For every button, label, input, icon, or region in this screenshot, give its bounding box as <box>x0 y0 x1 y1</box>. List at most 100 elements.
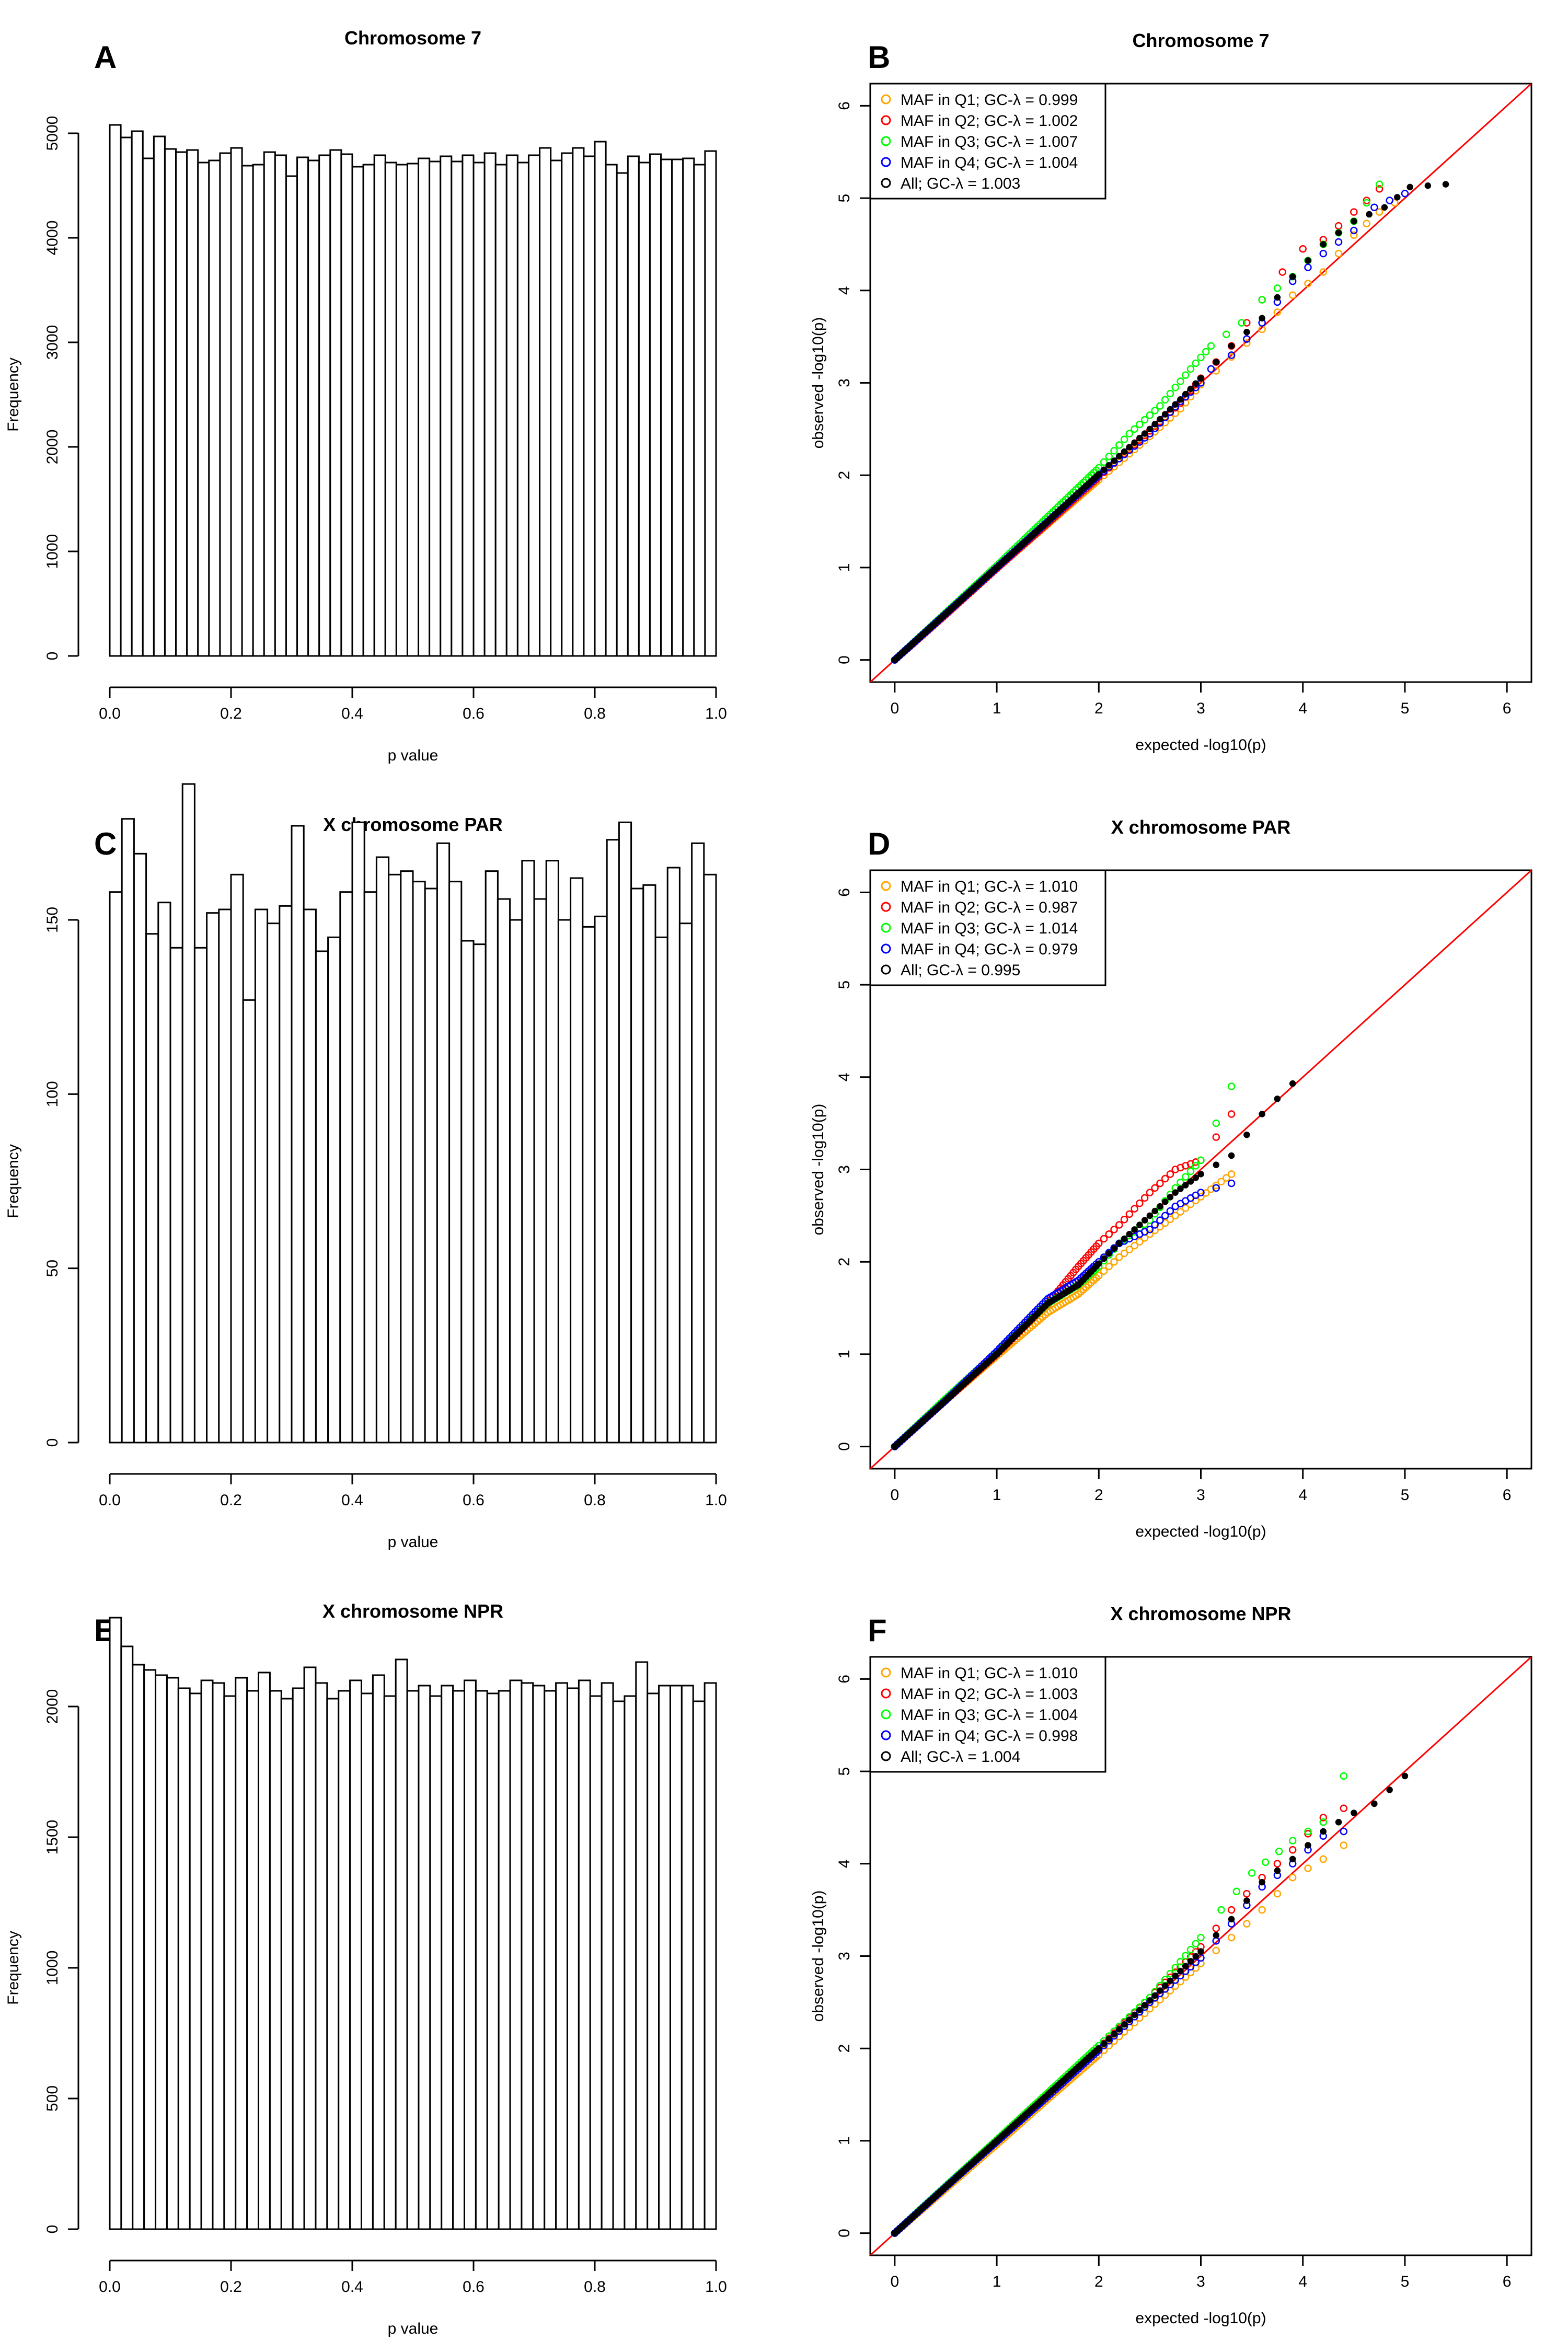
qq-point-q3 <box>1248 1869 1256 1877</box>
qq-point-q3 <box>1217 1906 1225 1914</box>
histogram-bar <box>351 821 365 1444</box>
x-tick-label: 0.6 <box>463 705 485 722</box>
chart-title: X chromosome NPR <box>1110 1603 1291 1624</box>
qq-point-all <box>1161 1982 1169 1989</box>
histogram-bar <box>296 156 309 657</box>
qq-point-all <box>1197 1948 1204 1955</box>
qq-point-q1 <box>1217 1178 1225 1186</box>
legend-marker-q2 <box>881 902 891 912</box>
legend-entry: MAF in Q2; GC-λ = 0.987 <box>901 899 1078 916</box>
qq-point-all <box>1136 1221 1143 1228</box>
qq-point-q2 <box>1105 1230 1113 1238</box>
qq-point-q3 <box>1115 441 1123 449</box>
x-tick-label: 0.8 <box>584 705 606 722</box>
qq-point-q3 <box>1197 1933 1205 1942</box>
x-tick-label: 0 <box>891 2273 900 2290</box>
qq-point-all <box>1177 1185 1184 1192</box>
qq-point-q4 <box>1386 197 1393 204</box>
histogram-bar <box>660 158 673 657</box>
qq-point-q1 <box>1223 1174 1230 1182</box>
histogram-bar <box>452 1690 465 2230</box>
histogram-bar <box>627 155 640 657</box>
legend-marker-q3 <box>881 1709 891 1720</box>
qq-point-all <box>1259 1111 1265 1117</box>
y-tick-label: 3 <box>836 378 853 387</box>
histogram-bar <box>436 842 451 1444</box>
histogram-bar <box>109 1617 122 2230</box>
qq-point-all <box>1182 1182 1189 1189</box>
qq-point-all <box>1111 2031 1117 2037</box>
x-tick-label: 0.0 <box>99 1492 121 1509</box>
y-axis-label: observed -log10(p) <box>810 1890 827 2022</box>
histogram-bar <box>691 842 705 1444</box>
histogram-bar <box>570 877 584 1444</box>
qq-point-q4 <box>1151 1221 1159 1229</box>
qq-point-all <box>1151 421 1158 428</box>
histogram-bar <box>509 919 523 1444</box>
qq-point-q3 <box>1177 1178 1184 1186</box>
qq-point-q1 <box>1243 339 1251 347</box>
qq-point-all <box>1167 1977 1174 1985</box>
histogram-bar <box>177 1687 191 2230</box>
histogram-bar <box>418 157 431 657</box>
y-tick-label: 3 <box>836 1165 853 1174</box>
qq-point-all <box>1197 375 1204 382</box>
x-tick-label: 0.0 <box>99 705 121 722</box>
x-tick-label: 6 <box>1503 2273 1512 2290</box>
qq-point-q2 <box>1319 1814 1328 1821</box>
histogram-bar <box>406 1690 420 2230</box>
qq-point-q4 <box>1227 1179 1236 1187</box>
histogram-bar <box>704 150 717 657</box>
histogram-bar <box>169 947 183 1444</box>
x-tick-label: 0.8 <box>584 2278 606 2296</box>
histogram-bar <box>375 856 390 1444</box>
histogram-bar <box>292 1687 305 2230</box>
qq-point-q4 <box>1227 351 1236 359</box>
qq-point-all <box>1366 211 1373 218</box>
histogram-bar <box>285 175 298 657</box>
y-axis-label: observed -log10(p) <box>810 1104 827 1236</box>
qq-point-all <box>1157 1203 1163 1210</box>
histogram-bar <box>412 881 426 1444</box>
qq-point-all <box>1111 457 1117 464</box>
x-tick-label: 2 <box>1094 700 1103 717</box>
legend-box <box>869 1656 1106 1773</box>
y-tick-label: 4000 <box>44 221 61 256</box>
x-axis-label: expected -log10(p) <box>1135 736 1266 754</box>
y-tick-label: 1 <box>836 563 853 572</box>
histogram-bar <box>704 1682 717 2230</box>
histogram-bar <box>133 852 147 1444</box>
y-tick-label: 0 <box>836 2229 853 2238</box>
legend-marker-q1 <box>881 881 891 891</box>
qq-point-all <box>1243 1897 1250 1904</box>
qq-point-q2 <box>1140 1194 1149 1202</box>
y-tick-label: 50 <box>44 1260 61 1277</box>
histogram-bar <box>516 162 529 657</box>
qq-point-q1 <box>1212 1181 1220 1190</box>
qq-point-q3 <box>1258 296 1266 304</box>
qq-point-q2 <box>1151 1184 1159 1192</box>
y-axis-label: observed -log10(p) <box>810 317 827 449</box>
panel-letter: F <box>868 1613 887 1648</box>
qq-point-q3 <box>1120 435 1128 443</box>
x-tick-label: 1.0 <box>705 2278 727 2296</box>
x-tick-label: 2 <box>1094 2273 1103 2290</box>
qq-point-all <box>1289 1080 1296 1087</box>
y-tick-label: 2000 <box>44 1689 61 1724</box>
qq-point-all <box>1131 439 1138 446</box>
qq-point-q2 <box>1375 185 1383 193</box>
histogram-bar <box>561 152 574 657</box>
x-tick-label: 0.8 <box>584 1492 606 1509</box>
qq-point-q3 <box>1161 396 1169 404</box>
panel-letter: C <box>94 826 117 861</box>
histogram-bar <box>635 1661 649 2230</box>
qq-point-all <box>1161 1198 1169 1205</box>
histogram-bar <box>329 149 342 657</box>
histogram-bar <box>692 1700 706 2230</box>
qq-point-q3 <box>1192 1162 1200 1170</box>
legend-entry: All; GC-λ = 0.995 <box>901 962 1020 979</box>
qq-point-q1 <box>1258 1906 1266 1914</box>
qq-point-all <box>1192 380 1199 387</box>
histogram-bar <box>315 1682 328 2230</box>
